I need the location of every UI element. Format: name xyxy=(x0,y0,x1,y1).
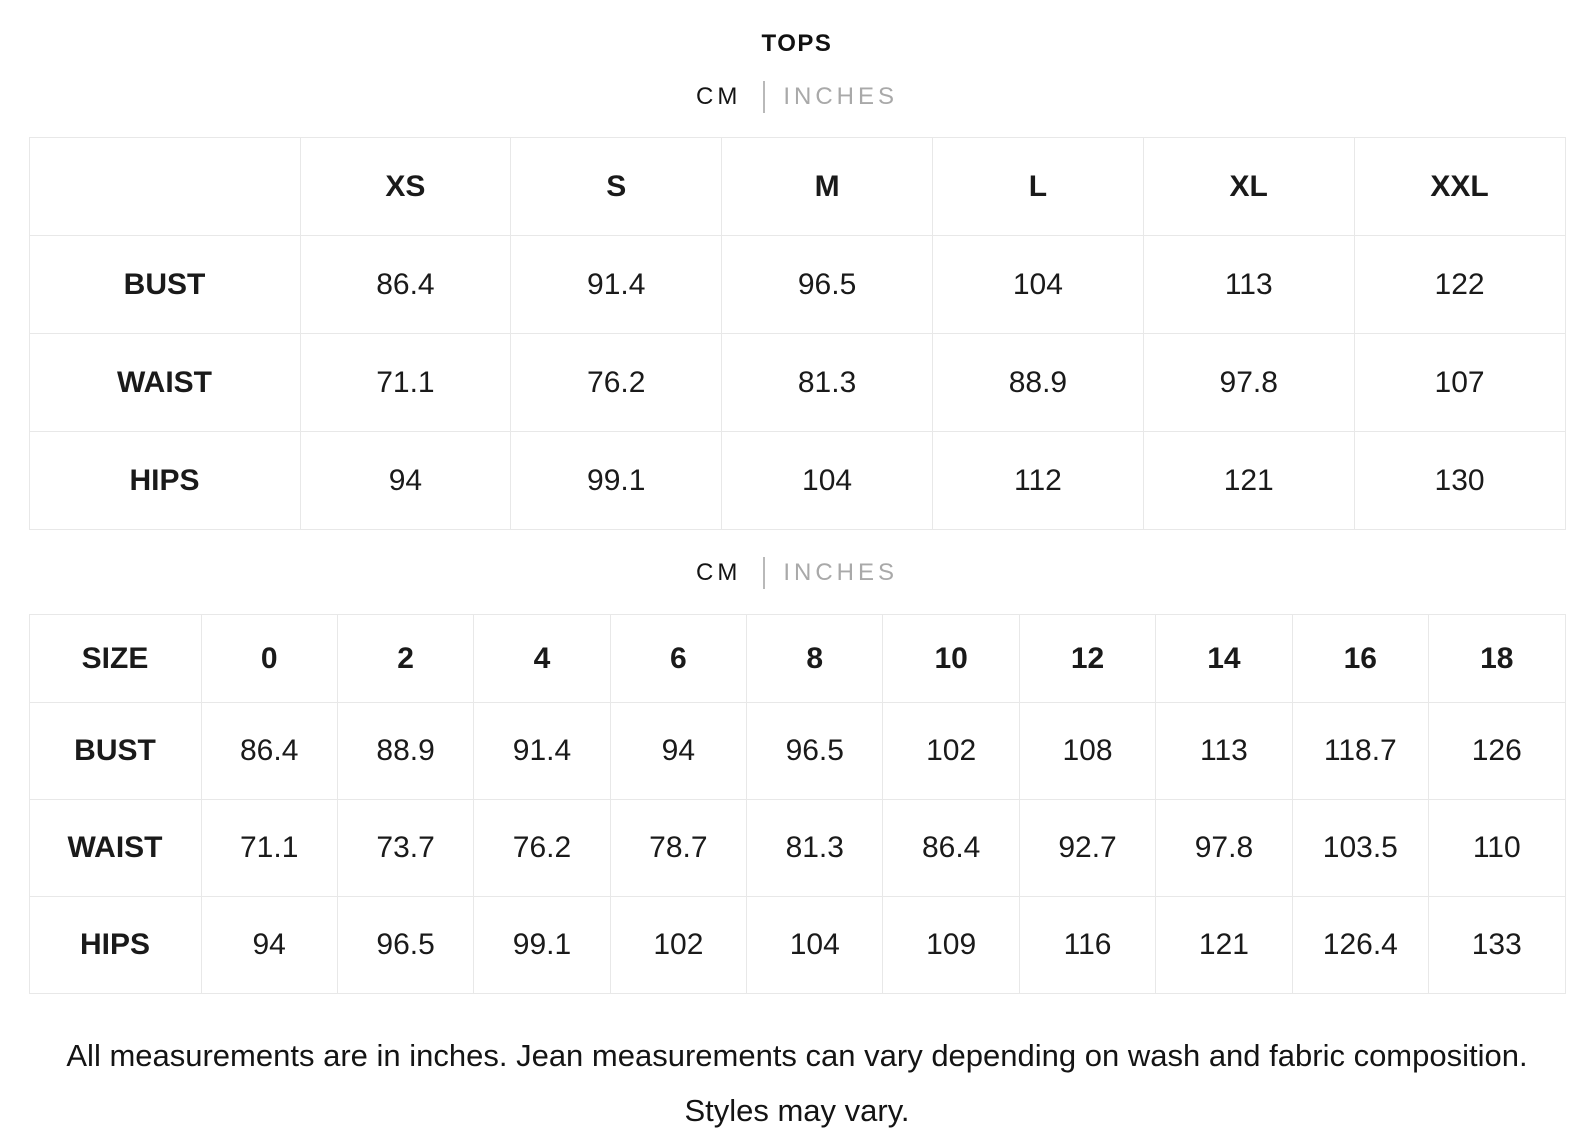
col-header-xl: XL xyxy=(1142,137,1355,236)
table-header-row: XS S M L XL XXL xyxy=(28,137,1566,236)
unit-divider xyxy=(763,557,766,589)
cell: 112 xyxy=(931,431,1144,530)
cell: 118.7 xyxy=(1291,702,1430,800)
row-label-hips: HIPS xyxy=(28,431,301,530)
row-label-hips: HIPS xyxy=(28,896,202,994)
col-header-m: M xyxy=(721,137,933,236)
cell: 94 xyxy=(609,702,748,800)
cell: 94 xyxy=(200,896,338,994)
unit-inches-button[interactable]: INCHES xyxy=(783,83,898,110)
unit-divider xyxy=(763,81,766,113)
cell: 130 xyxy=(1353,431,1566,530)
cell: 116 xyxy=(1018,896,1157,994)
cell: 88.9 xyxy=(336,702,475,800)
table-row-hips: HIPS 94 96.5 99.1 102 104 109 116 121 12… xyxy=(28,896,1566,994)
col-header-6: 6 xyxy=(609,614,748,703)
cell: 109 xyxy=(882,896,1020,994)
cell: 121 xyxy=(1155,896,1293,994)
cell: 99.1 xyxy=(473,896,611,994)
cell: 97.8 xyxy=(1155,799,1293,897)
cell: 71.1 xyxy=(200,799,338,897)
cell: 78.7 xyxy=(609,799,748,897)
cell: 126 xyxy=(1428,702,1566,800)
cell: 122 xyxy=(1353,235,1566,334)
cell: 91.4 xyxy=(510,235,723,334)
cell: 104 xyxy=(721,431,933,530)
col-header-0: 0 xyxy=(200,614,338,703)
table-header-row: SIZE 0 2 4 6 8 10 12 14 16 18 xyxy=(28,614,1566,703)
corner-cell-size: SIZE xyxy=(28,614,202,703)
col-header-8: 8 xyxy=(746,614,884,703)
col-header-14: 14 xyxy=(1155,614,1293,703)
measurement-disclaimer: All measurements are in inches. Jean mea… xyxy=(0,1028,1594,1138)
col-header-4: 4 xyxy=(473,614,611,703)
row-label-bust: BUST xyxy=(28,702,202,800)
cell: 86.4 xyxy=(882,799,1020,897)
cell: 86.4 xyxy=(200,702,338,800)
corner-cell xyxy=(28,137,301,236)
cell: 94 xyxy=(299,431,512,530)
cell: 96.5 xyxy=(721,235,933,334)
cell: 99.1 xyxy=(510,431,723,530)
table-row-waist: WAIST 71.1 73.7 76.2 78.7 81.3 86.4 92.7… xyxy=(28,799,1566,897)
numeric-size-table: SIZE 0 2 4 6 8 10 12 14 16 18 BUST 86.4 … xyxy=(28,614,1566,994)
unit-toggle-top: CM INCHES xyxy=(0,80,1594,114)
cell: 88.9 xyxy=(931,333,1144,432)
table-row-hips: HIPS 94 99.1 104 112 121 130 xyxy=(28,431,1566,530)
col-header-12: 12 xyxy=(1018,614,1157,703)
col-header-10: 10 xyxy=(882,614,1020,703)
cell: 76.2 xyxy=(473,799,611,897)
unit-cm-button[interactable]: CM xyxy=(695,83,742,110)
row-label-bust: BUST xyxy=(28,235,301,334)
cell: 113 xyxy=(1142,235,1355,334)
cell: 81.3 xyxy=(746,799,884,897)
cell: 103.5 xyxy=(1291,799,1430,897)
cell: 71.1 xyxy=(299,333,512,432)
cell: 102 xyxy=(609,896,748,994)
cell: 121 xyxy=(1142,431,1355,530)
cell: 73.7 xyxy=(336,799,475,897)
cell: 133 xyxy=(1428,896,1566,994)
table-row-bust: BUST 86.4 88.9 91.4 94 96.5 102 108 113 … xyxy=(28,702,1566,800)
page-title: TOPS xyxy=(761,30,833,57)
cell: 76.2 xyxy=(510,333,723,432)
disclaimer-line-2: Styles may vary. xyxy=(684,1093,910,1128)
col-header-s: S xyxy=(510,137,723,236)
col-header-2: 2 xyxy=(336,614,475,703)
disclaimer-line-1: All measurements are in inches. Jean mea… xyxy=(66,1038,1528,1073)
unit-cm-button[interactable]: CM xyxy=(695,559,742,586)
cell: 107 xyxy=(1353,333,1566,432)
cell: 96.5 xyxy=(746,702,884,800)
unit-toggle-bottom: CM INCHES xyxy=(0,556,1594,590)
cell: 97.8 xyxy=(1142,333,1355,432)
cell: 81.3 xyxy=(721,333,933,432)
row-label-waist: WAIST xyxy=(28,333,301,432)
col-header-16: 16 xyxy=(1291,614,1430,703)
cell: 104 xyxy=(931,235,1144,334)
cell: 86.4 xyxy=(299,235,512,334)
cell: 126.4 xyxy=(1291,896,1430,994)
cell: 110 xyxy=(1428,799,1566,897)
table-row-bust: BUST 86.4 91.4 96.5 104 113 122 xyxy=(28,235,1566,334)
cell: 108 xyxy=(1018,702,1157,800)
col-header-xxl: XXL xyxy=(1353,137,1566,236)
table-row-waist: WAIST 71.1 76.2 81.3 88.9 97.8 107 xyxy=(28,333,1566,432)
cell: 102 xyxy=(882,702,1020,800)
unit-inches-button[interactable]: INCHES xyxy=(783,559,898,586)
cell: 113 xyxy=(1155,702,1293,800)
col-header-l: L xyxy=(931,137,1144,236)
tops-alpha-size-table: XS S M L XL XXL BUST 86.4 91.4 96.5 104 … xyxy=(28,137,1566,530)
cell: 104 xyxy=(746,896,884,994)
cell: 96.5 xyxy=(336,896,475,994)
col-header-18: 18 xyxy=(1428,614,1566,703)
col-header-xs: XS xyxy=(299,137,512,236)
row-label-waist: WAIST xyxy=(28,799,202,897)
cell: 92.7 xyxy=(1018,799,1157,897)
cell: 91.4 xyxy=(473,702,611,800)
